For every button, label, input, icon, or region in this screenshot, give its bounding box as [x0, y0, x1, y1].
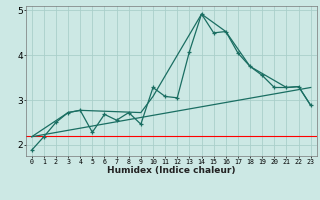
- X-axis label: Humidex (Indice chaleur): Humidex (Indice chaleur): [107, 166, 236, 175]
